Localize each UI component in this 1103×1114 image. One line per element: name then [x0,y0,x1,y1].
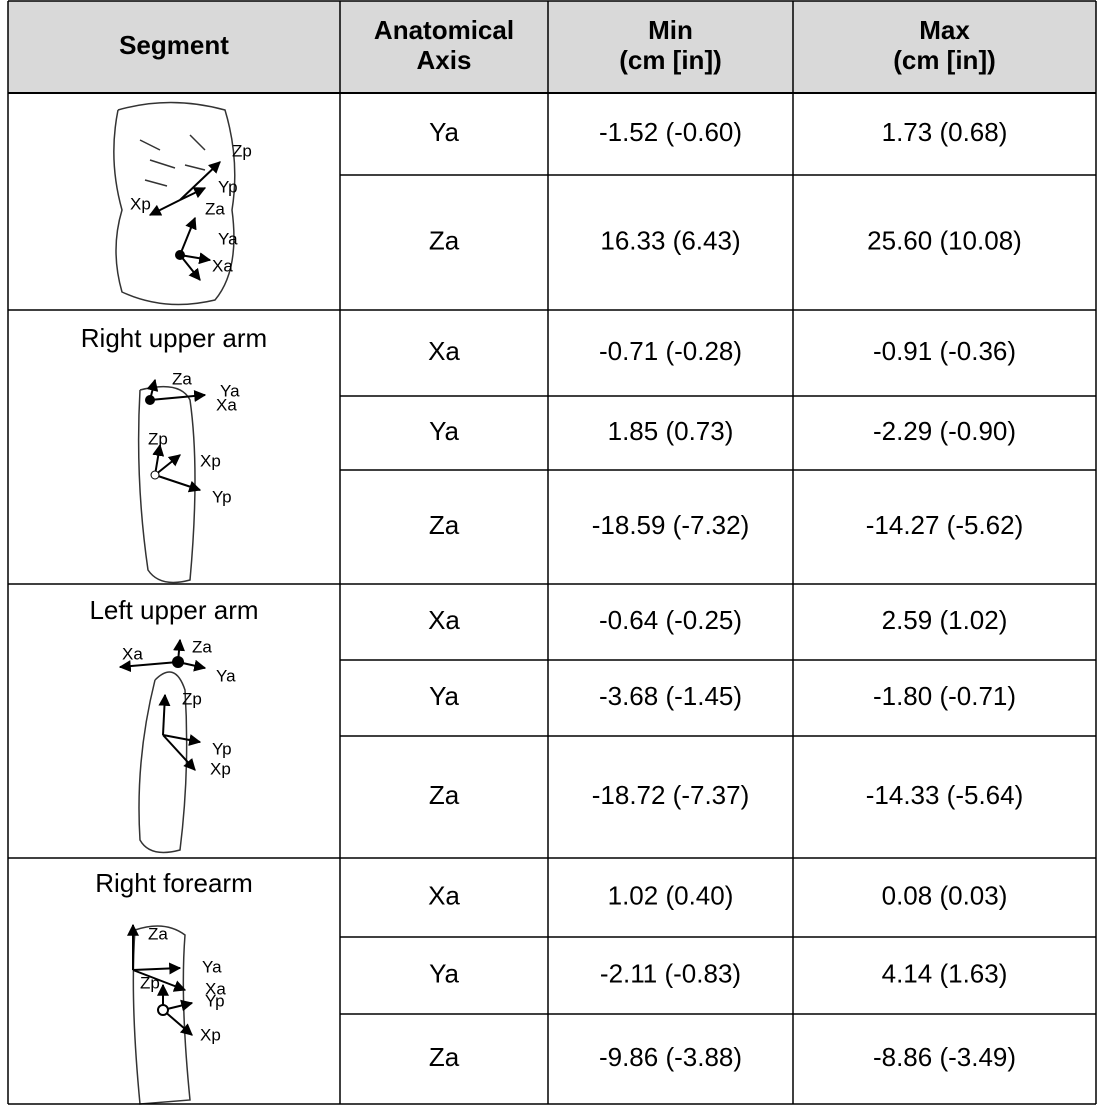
cell: -0.64 (-0.25) [599,605,742,635]
cell: 16.33 (6.43) [600,225,740,255]
cell: -2.11 (-0.83) [600,958,741,988]
cell: -14.27 (-5.62) [866,510,1024,540]
cell: Xa [428,605,460,635]
figure-label: Yp [218,177,238,196]
header-cell: Axis [417,45,472,75]
header-cell: Segment [119,30,229,60]
cell: -3.68 (-1.45) [599,681,742,711]
cell: -1.52 (-0.60) [599,117,742,147]
figure-label: Xp [200,1025,221,1044]
cell: Ya [429,416,459,446]
cell: -18.59 (-7.32) [592,510,750,540]
cell: -0.91 (-0.36) [873,336,1016,366]
cell: Xa [428,880,460,910]
figure-label: Ya [220,381,240,400]
cell: Za [429,1042,460,1072]
header-cell: (cm [in]) [619,45,722,75]
figure-label: Yp [205,991,225,1010]
cell: 2.59 (1.02) [882,605,1008,635]
segment-name: Right forearm [95,868,253,898]
cell: -18.72 (-7.37) [592,780,750,810]
cell: Ya [429,117,459,147]
cell: Za [429,225,460,255]
figure-label: Za [172,369,192,388]
cell: 4.14 (1.63) [882,958,1008,988]
header-cell: (cm [in]) [893,45,996,75]
figure-label: Za [148,924,168,943]
cell: 1.02 (0.40) [608,880,734,910]
header-cell: Max [919,15,970,45]
figure-label: Za [192,637,212,656]
cell: Ya [429,681,459,711]
figure-label: Yp [212,487,232,506]
cell: 1.73 (0.68) [882,117,1008,147]
header-cell: Min [648,15,693,45]
figure-label: Ya [202,957,222,976]
figure-label: Xa [205,979,226,998]
cell: -0.71 (-0.28) [599,336,742,366]
figure-label: Zp [140,973,160,992]
cell: -8.86 (-3.49) [873,1042,1016,1072]
cell: -9.86 (-3.88) [599,1042,742,1072]
figure-label: Xa [216,395,237,414]
figures [113,101,236,1105]
figure-label: Za [205,199,225,218]
figure-label: Xp [210,759,231,778]
figure-label: Xp [200,451,221,470]
segment-name: Right upper arm [81,323,267,353]
figure-label: Ya [218,229,238,248]
header-bg [8,1,1096,93]
figure-label: Xp [130,194,151,213]
cell: -14.33 (-5.64) [866,780,1024,810]
cell: -1.80 (-0.71) [873,681,1016,711]
cell: 0.08 (0.03) [882,880,1008,910]
cell: Ya [429,958,459,988]
cell: 25.60 (10.08) [867,225,1022,255]
cell: 1.85 (0.73) [608,416,734,446]
segment-name: Left upper arm [89,595,258,625]
figure-label: Ya [216,666,236,685]
figure-label: Zp [148,429,168,448]
figure-label: Zp [232,141,252,160]
figure-label: Xa [122,644,143,663]
cell: Xa [428,336,460,366]
figure-label: Yp [212,739,232,758]
cell: -2.29 (-0.90) [873,416,1016,446]
header-cell: Anatomical [374,15,514,45]
figure-label: Zp [182,689,202,708]
cell: Za [429,780,460,810]
cell: Za [429,510,460,540]
figure-label: Xa [212,256,233,275]
